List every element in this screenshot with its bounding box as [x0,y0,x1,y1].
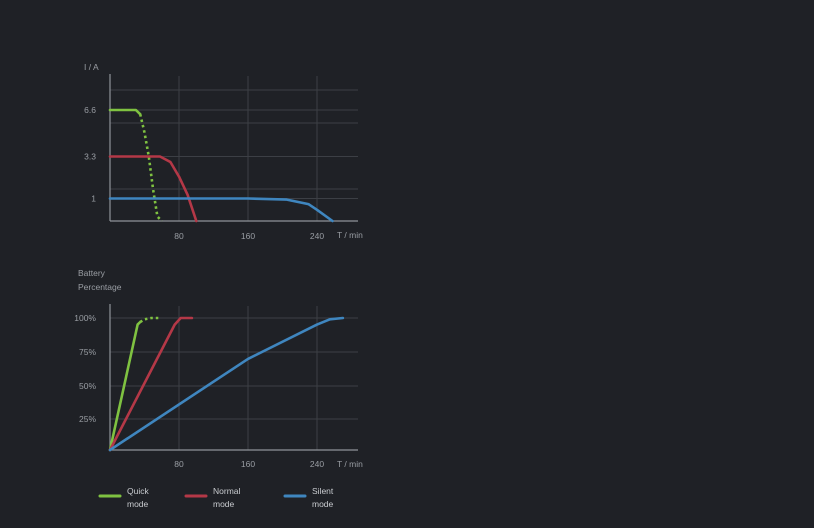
x-tick-label: 240 [310,231,324,241]
x-tick-label: 240 [310,459,324,469]
series-line-quick-mode [108,108,142,116]
battery-chart: 100% 75% 50% 25% 80 160 240 Battery Percentage T … [74,268,363,469]
x-tick-label: 160 [241,459,255,469]
series-line-silent-mode [108,316,345,452]
series-line-normal-mode [108,316,194,452]
y-tick-label: 50% [79,381,96,391]
x-axis-label: T / min [337,459,363,469]
x-tick-label: 80 [174,459,184,469]
series-dotted-quick-mode [139,316,160,324]
y-tick-label: 6.6 [84,105,96,115]
x-tick-label: 160 [241,231,255,241]
legend-label: mode [127,499,149,509]
legend-label: mode [312,499,334,509]
y-tick-label: 25% [79,414,96,424]
legend-label: mode [213,499,235,509]
y-axis-label: Battery [78,268,106,278]
series-dotted-quick-mode [138,113,163,222]
y-axis-label: Percentage [78,282,122,292]
y-tick-label: 100% [74,313,96,323]
legend-label: Silent [312,486,334,496]
legend: Quick mode Normal mode Silent mode [98,486,334,509]
legend-label: Normal [213,486,241,496]
legend-label: Quick [127,486,149,496]
y-tick-label: 75% [79,347,96,357]
series-line-quick-mode [108,320,142,452]
current-chart: 6.6 3.3 1 80 160 240 I / A T / min [84,62,363,241]
y-tick-label: 1 [91,194,96,204]
y-tick-label: 3.3 [84,152,96,162]
x-axis-label: T / min [337,230,363,240]
series-line-silent-mode [108,197,334,223]
x-tick-label: 80 [174,231,184,241]
y-axis-label: I / A [84,62,99,72]
